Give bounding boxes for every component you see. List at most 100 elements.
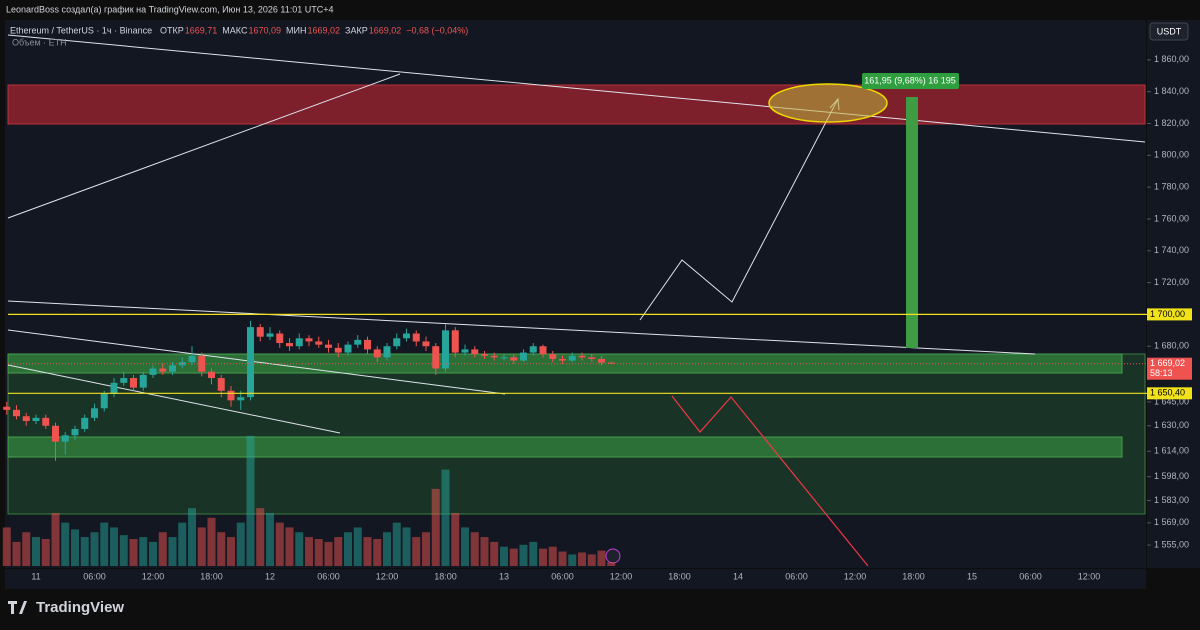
volume-bar — [256, 508, 265, 566]
volume-bar — [324, 541, 333, 566]
y-tick-label: 1 680,00 — [1154, 341, 1189, 351]
volume-bar — [188, 508, 196, 566]
volume-bar — [305, 537, 313, 566]
candle-body — [13, 409, 20, 417]
x-tick-label: 13 — [499, 571, 509, 581]
volume-label: Объем · ETH — [12, 37, 67, 47]
candle-body — [520, 352, 527, 361]
candle-body — [334, 347, 342, 353]
volume-bar — [558, 551, 567, 566]
volume-bar — [129, 539, 138, 566]
bear-path — [671, 395, 869, 567]
volume-bar — [422, 532, 430, 566]
volume-bar — [22, 532, 31, 566]
candle-body — [451, 330, 459, 353]
candle-body — [139, 374, 147, 388]
y-tick-label: 1 760,00 — [1154, 213, 1189, 223]
x-tick-label: 06:00 — [1019, 571, 1042, 581]
volume-bar — [139, 537, 148, 566]
legend-key: МИН — [286, 25, 306, 35]
candle-body — [432, 346, 440, 369]
volume-bar — [12, 541, 21, 566]
x-tick-label: 18:00 — [200, 571, 223, 581]
volume-bar — [451, 512, 460, 566]
volume-bar — [61, 522, 70, 566]
x-tick-label: 12 — [265, 571, 275, 581]
volume-bar — [373, 539, 382, 566]
legend-key: ОТКР — [160, 25, 184, 35]
candle-body — [295, 338, 303, 347]
y-tick-label: 1 800,00 — [1154, 150, 1189, 160]
candle-body — [549, 354, 557, 359]
support-area — [7, 353, 1146, 515]
volume-bar — [41, 539, 50, 566]
candle-body — [32, 417, 40, 421]
volume-bar — [285, 527, 294, 566]
volume-bar — [334, 537, 343, 566]
x-tick-label: 12:00 — [376, 571, 399, 581]
position-label: 161,95 (9,68%) 16 195 — [864, 75, 956, 85]
y-tick-label: 1 630,00 — [1154, 420, 1189, 430]
candle-body — [559, 358, 566, 361]
volume-bar — [344, 532, 352, 566]
candle-body — [315, 341, 323, 345]
price-line-badge — [1147, 387, 1192, 400]
y-tick-label: 1 583,00 — [1154, 495, 1189, 505]
candle-body — [529, 346, 537, 353]
volume-bar — [461, 527, 469, 566]
candle-body — [71, 428, 79, 436]
candle-body — [81, 417, 89, 429]
volume-bar — [383, 532, 391, 566]
currency-button[interactable] — [1149, 22, 1189, 41]
candle-body — [442, 330, 449, 369]
price-line-badge — [1147, 308, 1192, 321]
candle-body — [61, 435, 69, 442]
candle-body — [286, 343, 293, 347]
x-tick-label: 06:00 — [83, 571, 106, 581]
y-tick-label: 1 569,00 — [1154, 517, 1189, 527]
x-tick-label: 11 — [31, 571, 40, 581]
candle-body — [100, 393, 108, 409]
position-bar — [906, 97, 918, 348]
brand: TradingView — [36, 599, 124, 616]
author-line: LeonardBoss создал(а) график на TradingV… — [6, 4, 334, 14]
volume-bar — [149, 541, 157, 566]
candle-body — [159, 368, 167, 372]
volume-bar — [587, 554, 596, 566]
candle-body — [22, 416, 30, 421]
candle-body — [510, 357, 518, 361]
candle-body — [120, 378, 128, 383]
candle-body — [344, 344, 352, 353]
trend-line — [7, 364, 341, 434]
candle-body — [403, 333, 410, 339]
countdown: 58:13 — [1150, 368, 1173, 378]
volume-bar — [402, 527, 411, 566]
volume-bar — [168, 537, 177, 566]
y-tick-label: 1 598,00 — [1154, 471, 1189, 481]
candle-body — [490, 355, 498, 358]
event-icon[interactable] — [605, 548, 621, 564]
candle-body — [500, 357, 508, 359]
last-price-label: 1 669,02 — [1150, 358, 1185, 368]
projection-path — [639, 98, 839, 321]
trend-line — [7, 34, 1146, 143]
y-tick-label: 1 840,00 — [1154, 86, 1189, 96]
candle-body — [539, 346, 547, 355]
volume-bar — [578, 552, 586, 566]
x-tick-label: 12:00 — [142, 571, 165, 581]
candle-body — [217, 378, 225, 391]
currency-label: USDT — [1157, 26, 1182, 36]
legend-value: 1669,71 — [185, 25, 218, 35]
legend-value: 1669,02 — [307, 25, 340, 35]
volume-bar — [90, 532, 99, 566]
y-tick-label: 1 720,00 — [1154, 277, 1189, 287]
volume-bar — [110, 527, 118, 566]
target-ellipse — [768, 83, 888, 123]
volume-bar — [607, 562, 616, 566]
candle-body — [276, 333, 284, 344]
volume-bar — [178, 522, 187, 566]
x-tick-label: 18:00 — [668, 571, 691, 581]
x-tick-label: 06:00 — [785, 571, 808, 581]
volume-bar — [441, 469, 450, 566]
